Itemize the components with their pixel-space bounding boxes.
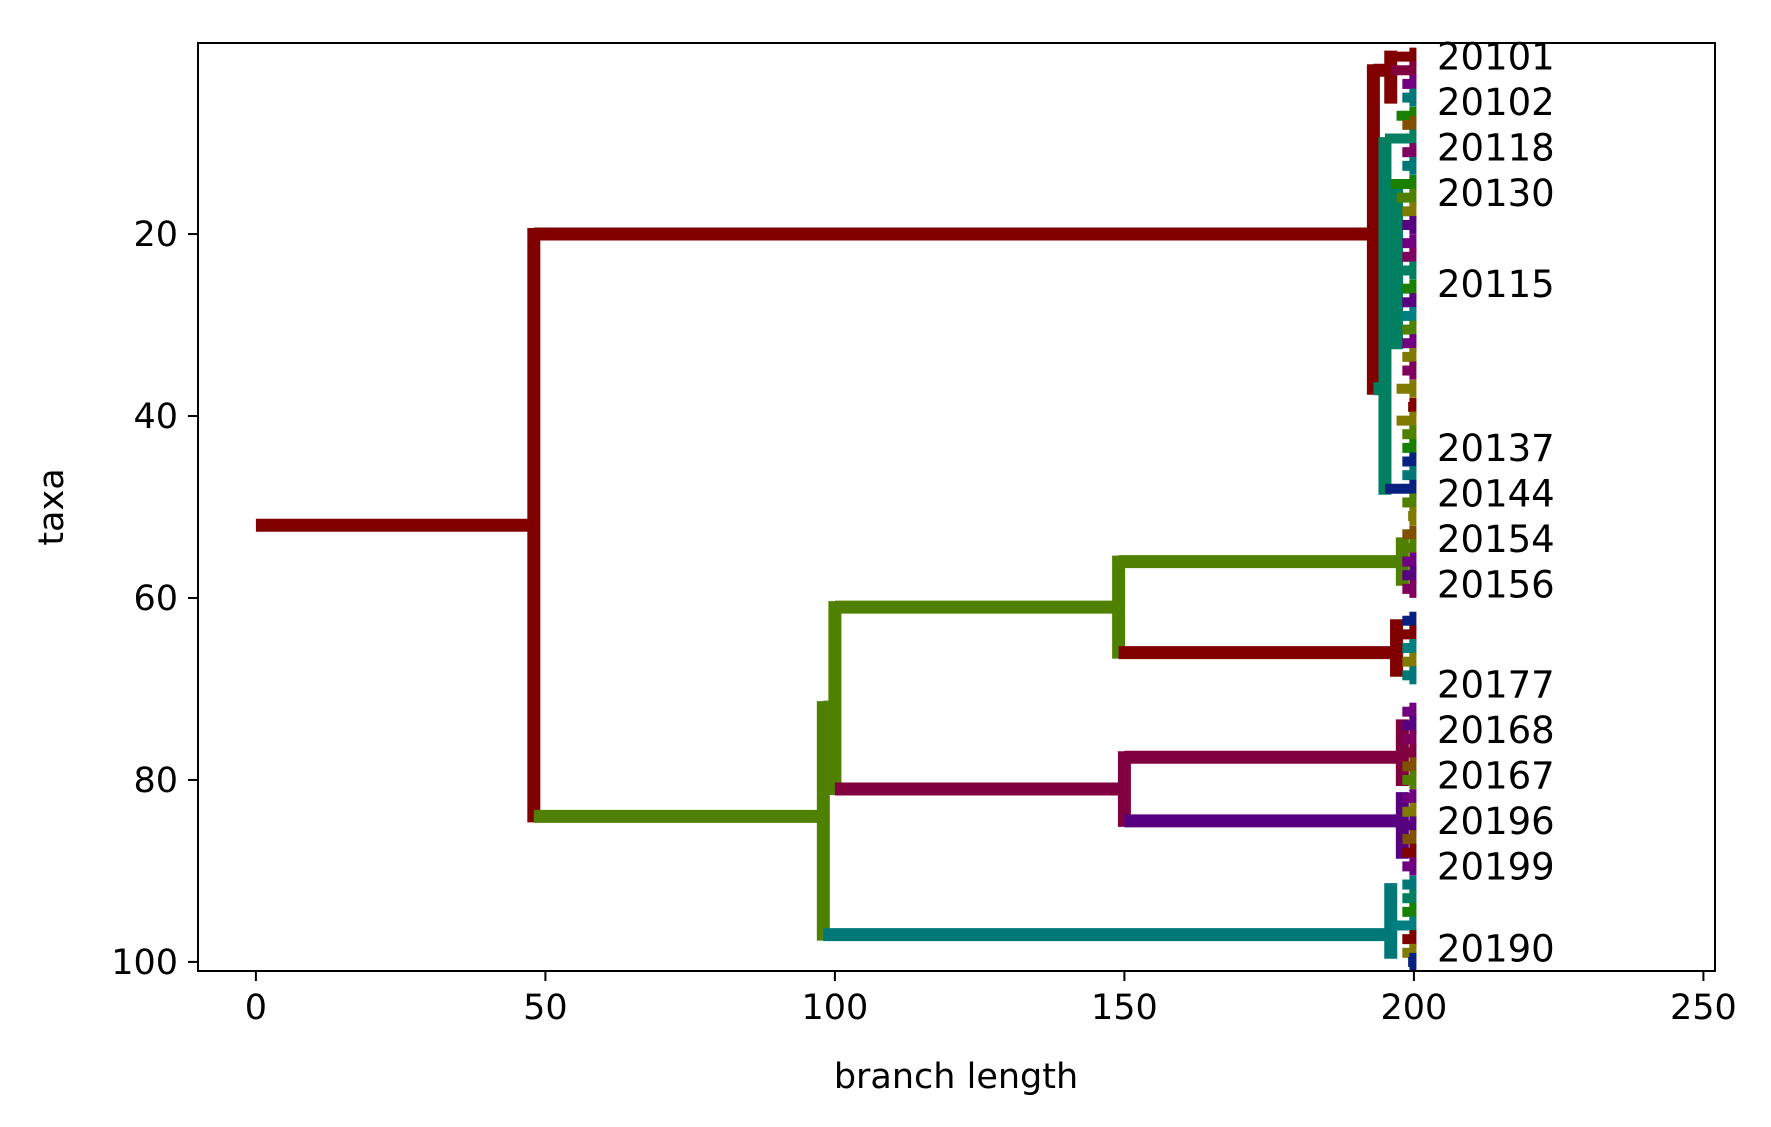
branch-green-leaf-upper <box>1118 537 1409 586</box>
plot-frame <box>197 42 1716 972</box>
terminal-branch <box>1402 579 1417 598</box>
branch-crimson-branch <box>834 751 1131 827</box>
terminal-branch <box>1402 361 1417 380</box>
terminal-branch <box>1396 261 1417 280</box>
branch-lower-sub-a <box>823 601 842 796</box>
terminal-branch <box>1402 666 1417 685</box>
terminal-branch <box>1408 952 1417 971</box>
leaf-label: 20137 <box>1437 427 1555 470</box>
leaf-label: 20130 <box>1437 172 1555 215</box>
branch-lower-clade <box>533 701 830 941</box>
leaf-label: 20118 <box>1437 127 1555 170</box>
leaf-label: 20190 <box>1437 927 1555 970</box>
x-tick-label: 100 <box>802 988 869 1028</box>
terminal-ticks-layer <box>1384 47 1417 971</box>
terminal-branch <box>1402 215 1417 234</box>
branch-teal-leaf <box>823 883 1398 959</box>
branch-upper-clade <box>533 64 1380 395</box>
branch-purple-leaf <box>1124 792 1409 859</box>
branch-upper-sub-a <box>1373 50 1398 104</box>
terminal-branch <box>1402 88 1417 107</box>
terminal-branch <box>1402 156 1417 175</box>
leaf-label: 20102 <box>1437 81 1555 124</box>
leaf-label: 20101 <box>1437 36 1555 79</box>
terminal-branch <box>1402 857 1417 876</box>
leaf-label: 20167 <box>1437 754 1555 797</box>
x-tick-label: 50 <box>523 988 568 1028</box>
leaf-label: 20196 <box>1437 800 1555 843</box>
x-tick-label: 0 <box>245 988 267 1028</box>
branch-upper-sub-b <box>1373 137 1392 495</box>
branch-green-branch <box>834 555 1126 659</box>
leaf-label: 20154 <box>1437 518 1555 561</box>
branches-layer <box>255 50 1409 959</box>
x-tick-label: 200 <box>1381 988 1448 1028</box>
branch-maroon-leaf-lower <box>1118 619 1404 677</box>
x-tick-label: 250 <box>1670 988 1737 1028</box>
leaf-label: 20168 <box>1437 709 1555 752</box>
terminal-branch <box>1402 770 1417 789</box>
x-tick-label: 150 <box>1091 988 1158 1028</box>
branch-crimson-leaf <box>1124 719 1409 786</box>
y-tick-label: 40 <box>133 397 178 437</box>
y-tick-label: 60 <box>133 579 178 619</box>
y-axis: 20 40 60 80 100 <box>111 215 198 983</box>
y-tick-label: 80 <box>133 761 178 801</box>
y-tick-label: 100 <box>111 943 178 983</box>
branch-root <box>255 228 541 823</box>
leaf-label: 20144 <box>1437 472 1555 515</box>
x-axis-label: branch length <box>834 1057 1078 1097</box>
terminal-branch <box>1408 507 1417 526</box>
terminal-branch <box>1396 379 1417 398</box>
leaf-label: 20177 <box>1437 663 1555 706</box>
y-axis-label: taxa <box>32 468 72 545</box>
leaf-label: 20156 <box>1437 563 1555 606</box>
y-tick-label: 20 <box>133 215 178 255</box>
leaf-label: 20115 <box>1437 263 1555 306</box>
leaf-label: 20199 <box>1437 845 1555 888</box>
x-axis: 0 50 100 150 200 250 <box>245 971 1737 1028</box>
